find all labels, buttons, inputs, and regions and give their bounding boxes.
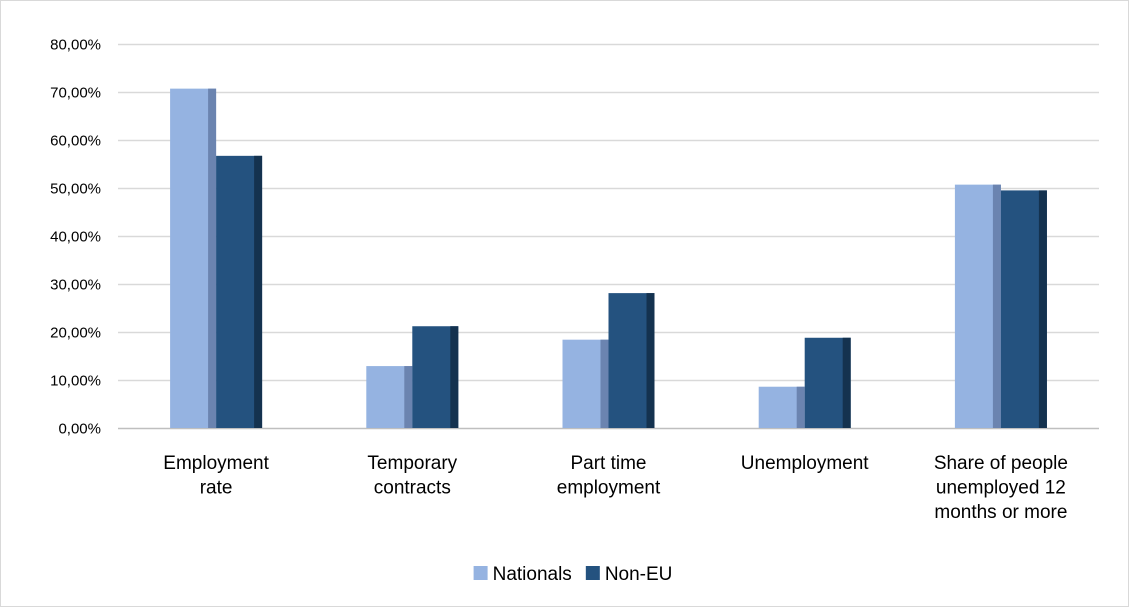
bars — [170, 88, 1047, 428]
bar-non-eu — [804, 337, 851, 428]
bar-side-shade — [404, 366, 413, 428]
y-tick-label: 20,00% — [50, 325, 101, 342]
bar-side-shade — [646, 293, 655, 428]
bar-non-eu — [216, 155, 263, 428]
category-label: Employment rate — [163, 453, 269, 499]
bar-non-eu — [412, 326, 459, 428]
bar-side-shade — [600, 339, 609, 428]
category-label: Part time employment — [557, 453, 661, 499]
category-label-line: Unemployment — [741, 453, 869, 474]
bar-nationals — [562, 339, 609, 428]
category-label-line: contracts — [374, 478, 451, 499]
category-label-line: Temporary — [367, 453, 457, 474]
category-label-line: Part time — [570, 453, 646, 474]
category-label-line: employment — [557, 478, 661, 499]
y-tick-label: 0,00% — [58, 421, 101, 438]
bar-non-eu — [1000, 190, 1047, 428]
y-axis-tick-labels: 0,00% 10,00% 20,00% 30,00% 40,00% 50,00% 60,00… — [50, 37, 101, 438]
legend: Nationals Non-EU — [473, 564, 673, 585]
category-label-line: Share of people — [934, 453, 1068, 474]
x-axis-category-labels: Employment rate Temporary contracts Part tim… — [163, 453, 1068, 523]
bar-side-shade — [450, 326, 459, 428]
y-tick-label: 30,00% — [50, 277, 101, 294]
category-label: Temporary contracts — [367, 453, 457, 499]
bar-non-eu — [608, 293, 655, 428]
bar-side-shade — [208, 88, 217, 428]
bar-side-shade — [992, 184, 1001, 428]
y-tick-label: 70,00% — [50, 85, 101, 102]
category-label-line: rate — [200, 478, 233, 499]
legend-item: Nationals — [473, 564, 572, 585]
bar-side-shade — [796, 386, 805, 428]
legend-label: Non-EU — [605, 564, 673, 585]
category-label-line: months or more — [934, 502, 1067, 523]
bar-side-shade — [254, 155, 263, 428]
gridlines — [118, 43, 1099, 430]
y-tick-label: 80,00% — [50, 37, 101, 54]
legend-swatch — [585, 566, 600, 580]
y-tick-label: 40,00% — [50, 229, 101, 246]
bar-nationals — [954, 184, 1001, 428]
y-tick-label: 60,00% — [50, 133, 101, 150]
bar-nationals — [170, 88, 217, 428]
bar-side-shade — [1038, 190, 1047, 428]
y-tick-label: 10,00% — [50, 373, 101, 390]
bar-nationals — [758, 386, 805, 428]
category-label-line: unemployed 12 — [936, 478, 1066, 499]
category-label: Unemployment — [741, 453, 869, 474]
legend-label: Nationals — [493, 564, 572, 585]
bar-nationals — [366, 366, 413, 428]
category-label-line: Employment — [163, 453, 269, 474]
legend-swatch — [473, 566, 488, 580]
bar-side-shade — [842, 337, 851, 428]
y-tick-label: 50,00% — [50, 181, 101, 198]
category-label: Share of people unemployed 12 months or mo… — [934, 453, 1068, 523]
legend-item: Non-EU — [585, 564, 673, 585]
